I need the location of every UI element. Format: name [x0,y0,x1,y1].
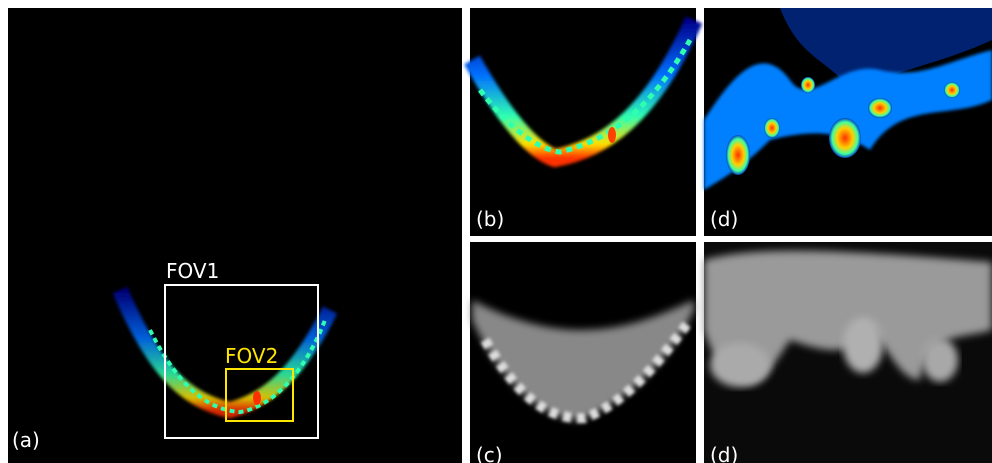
panel-label: (d) [710,443,738,463]
panel-label: (d) [710,207,738,231]
figure: FOV1 FOV2 (a) (b) (d) (c) (d) [0,0,992,463]
panel-b: (b) [470,8,696,236]
panel-c: (c) [470,242,696,463]
panel-label: (c) [476,443,503,463]
fov-label: FOV1 [166,259,219,283]
panel-d-top: (d) [704,8,992,236]
panel-label: (b) [476,207,504,231]
panel-label: (a) [12,428,40,452]
panel-d-bottom: (d) [704,242,992,463]
panel-a: FOV1 FOV2 (a) [8,8,462,463]
fov-label: FOV2 [225,344,278,368]
